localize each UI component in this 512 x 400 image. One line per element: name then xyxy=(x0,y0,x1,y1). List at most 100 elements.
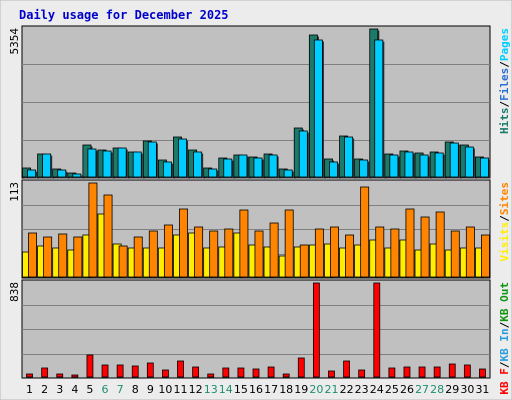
legend-part: Files xyxy=(498,68,511,101)
legend-part: Sites xyxy=(498,182,511,215)
bar-kbf-day-12 xyxy=(192,366,200,378)
bar-sites-day-28 xyxy=(435,211,445,278)
panel-1: 5354 Hits/Files/Pages xyxy=(8,25,511,179)
y-max-label: 838 xyxy=(8,282,21,302)
bar-pages-day-25 xyxy=(389,154,399,178)
bar-kbf-day-17 xyxy=(267,366,275,378)
bar-sites-day-5 xyxy=(88,182,98,278)
bar-pages-day-6 xyxy=(102,150,112,178)
bar-kbf-day-3 xyxy=(56,373,64,378)
bar-sites-day-10 xyxy=(163,224,173,278)
bar-sites-day-17 xyxy=(269,222,279,278)
x-tick-label: 27 xyxy=(415,383,429,396)
bar-kbf-day-29 xyxy=(448,363,456,378)
panels: 5354Hits/Files/Pages113Visits/Sites838KB… xyxy=(8,25,511,395)
bar-sites-day-9 xyxy=(148,230,158,278)
bar-pages-day-5 xyxy=(87,148,97,178)
legend-part: KB Out xyxy=(498,282,511,322)
bar-kbf-day-25 xyxy=(388,367,396,378)
bar-kbf-day-15 xyxy=(237,367,245,378)
bar-kbf-day-21 xyxy=(328,370,335,378)
bar-kbf-day-8 xyxy=(131,365,139,378)
bar-pages-day-12 xyxy=(193,151,203,178)
legend-part: Hits xyxy=(498,108,511,135)
bar-pages-day-26 xyxy=(404,151,414,178)
bar-pages-day-31 xyxy=(480,157,489,178)
bar-pages-day-29 xyxy=(449,142,459,178)
bar-sites-day-20 xyxy=(314,228,324,278)
bar-kbf-day-14 xyxy=(222,367,230,378)
bar-sites-day-21 xyxy=(330,226,339,278)
bar-pages-day-13 xyxy=(208,168,218,178)
x-tick-label: 13 xyxy=(204,383,218,396)
bar-pages-day-23 xyxy=(359,159,369,178)
legend-label: KB F/KB In/KB Out xyxy=(498,282,511,395)
bar-sites-day-6 xyxy=(103,194,113,278)
bar-kbf-day-18 xyxy=(282,373,290,378)
bar-sites-day-23 xyxy=(360,186,370,278)
x-tick-label: 18 xyxy=(279,383,293,396)
bar-sites-day-19 xyxy=(299,244,309,278)
x-tick-label: 14 xyxy=(219,383,233,396)
bar-pages-day-27 xyxy=(419,154,429,178)
bar-pages-day-10 xyxy=(162,161,172,178)
y-max-label: 113 xyxy=(8,182,21,202)
x-tick-label: 11 xyxy=(174,383,188,396)
x-tick-label: 23 xyxy=(355,383,369,396)
bar-sites-day-16 xyxy=(254,230,264,278)
bar-pages-day-20 xyxy=(313,39,323,178)
bar-pages-day-18 xyxy=(283,169,293,178)
bar-kbf-day-30 xyxy=(463,364,471,378)
x-tick-label: 25 xyxy=(385,383,399,396)
legend-label: Hits/Files/Pages xyxy=(498,28,511,134)
bar-pages-day-17 xyxy=(268,154,278,178)
bar-sites-day-15 xyxy=(239,209,249,278)
bar-kbf-day-5 xyxy=(86,354,94,378)
legend-part: / xyxy=(498,215,511,222)
bar-pages-day-1 xyxy=(27,169,36,178)
bar-sites-day-7 xyxy=(118,245,128,278)
legend-part: KB F xyxy=(498,368,511,395)
bar-sites-day-2 xyxy=(43,236,53,278)
bar-sites-day-18 xyxy=(284,209,294,278)
bar-pages-day-22 xyxy=(344,136,354,178)
x-tick-label: 8 xyxy=(132,383,139,396)
bar-pages-day-7 xyxy=(117,147,127,178)
bar-sites-day-1 xyxy=(28,232,37,278)
bar-pages-day-4 xyxy=(72,173,82,178)
bar-pages-day-11 xyxy=(178,138,187,178)
bar-sites-day-27 xyxy=(420,216,430,278)
bar-kbf-day-7 xyxy=(116,364,124,378)
bar-kbf-day-31 xyxy=(479,368,486,378)
x-tick-label: 12 xyxy=(189,383,203,396)
bar-sites-day-13 xyxy=(209,230,219,278)
bar-sites-day-26 xyxy=(405,208,415,278)
legend-part: KB In xyxy=(498,328,511,361)
bar-pages-day-14 xyxy=(223,158,233,178)
legend-label: Visits/Sites xyxy=(498,182,511,262)
x-tick-label: 6 xyxy=(102,383,109,396)
bar-pages-day-8 xyxy=(132,151,142,178)
bar-sites-day-30 xyxy=(465,226,475,278)
bar-sites-day-31 xyxy=(481,234,490,278)
x-tick-label: 31 xyxy=(475,383,489,396)
bar-pages-day-30 xyxy=(464,146,474,178)
x-tick-label: 26 xyxy=(400,383,414,396)
bar-kbf-day-9 xyxy=(146,362,154,378)
x-tick-label: 7 xyxy=(117,383,124,396)
legend-part: / xyxy=(498,361,511,368)
x-tick-label: 3 xyxy=(56,383,63,396)
bar-sites-day-12 xyxy=(194,226,204,278)
x-tick-label: 1 xyxy=(26,383,33,396)
x-tick-label: 5 xyxy=(86,383,93,396)
bar-pages-day-9 xyxy=(147,141,157,178)
bar-pages-day-28 xyxy=(434,152,444,178)
y-max-label: 5354 xyxy=(8,28,21,55)
x-tick-label: 21 xyxy=(324,383,338,396)
bar-kbf-day-11 xyxy=(177,360,184,378)
bar-kbf-day-22 xyxy=(343,360,350,378)
x-tick-label: 28 xyxy=(430,383,444,396)
bar-kbf-day-16 xyxy=(252,368,260,378)
chart-title: Daily usage for December 2025 xyxy=(19,8,229,22)
